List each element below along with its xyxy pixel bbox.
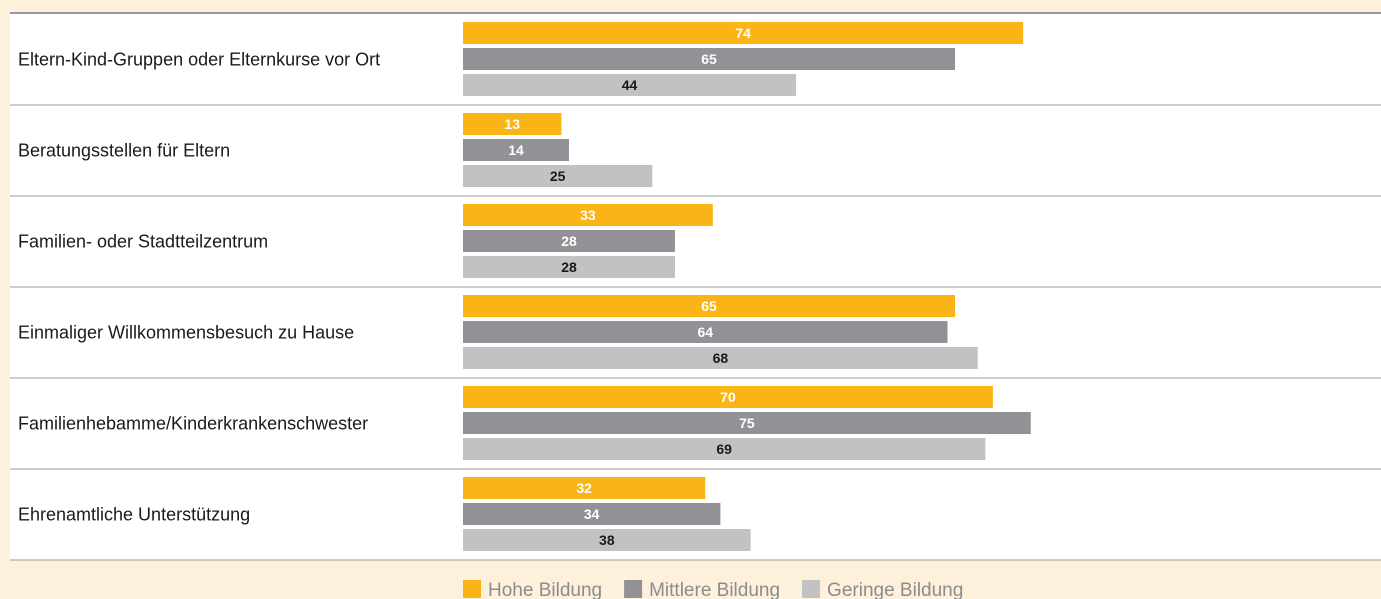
bar — [463, 74, 797, 96]
bar — [463, 295, 956, 317]
category-label: Ehrenamtliche Unterstützung — [18, 505, 250, 525]
bar-value-label: 70 — [720, 389, 736, 405]
bar — [463, 230, 675, 252]
bar-value-label: 74 — [735, 25, 751, 41]
bar-value-label: 44 — [622, 77, 638, 93]
bar — [463, 256, 675, 278]
bar-value-label: 28 — [561, 259, 577, 275]
legend-label: Hohe Bildung — [488, 580, 602, 599]
bar — [463, 321, 948, 343]
bar-value-label: 75 — [739, 415, 755, 431]
category-label: Familien- oder Stadtteilzentrum — [18, 232, 268, 252]
category-label: Familienhebamme/Kinderkrankenschwester — [18, 414, 368, 434]
bar — [463, 165, 653, 187]
bar — [463, 438, 986, 460]
bar-value-label: 65 — [701, 51, 717, 67]
bar-value-label: 28 — [561, 233, 577, 249]
legend-label: Geringe Bildung — [827, 580, 963, 599]
category-label: Eltern-Kind-Gruppen oder Elternkurse vor… — [18, 50, 380, 70]
bar — [463, 477, 706, 499]
bar — [463, 503, 721, 525]
category-label: Beratungsstellen für Eltern — [18, 141, 230, 161]
legend-label: Mittlere Bildung — [649, 580, 780, 599]
bar — [463, 204, 713, 226]
bar — [463, 48, 956, 70]
bar-value-label: 64 — [697, 324, 713, 340]
bar-value-label: 68 — [713, 350, 729, 366]
bar-value-label: 69 — [716, 441, 732, 457]
legend-swatch — [463, 580, 481, 598]
bar-value-label: 38 — [599, 532, 615, 548]
bar-value-label: 34 — [584, 506, 600, 522]
bar — [463, 22, 1024, 44]
bar — [463, 113, 562, 135]
bar — [463, 529, 751, 551]
bar-value-label: 33 — [580, 207, 596, 223]
bar — [463, 347, 978, 369]
category-label: Einmaliger Willkommensbesuch zu Hause — [18, 323, 354, 343]
bar-value-label: 13 — [504, 116, 520, 132]
bar-value-label: 65 — [701, 298, 717, 314]
legend-swatch — [802, 580, 821, 598]
legend-swatch — [624, 580, 643, 598]
bar — [463, 412, 1031, 434]
bar-value-label: 32 — [576, 480, 592, 496]
bar — [463, 386, 993, 408]
bar — [463, 139, 569, 161]
bar-value-label: 25 — [550, 168, 566, 184]
bar-value-label: 14 — [508, 142, 524, 158]
